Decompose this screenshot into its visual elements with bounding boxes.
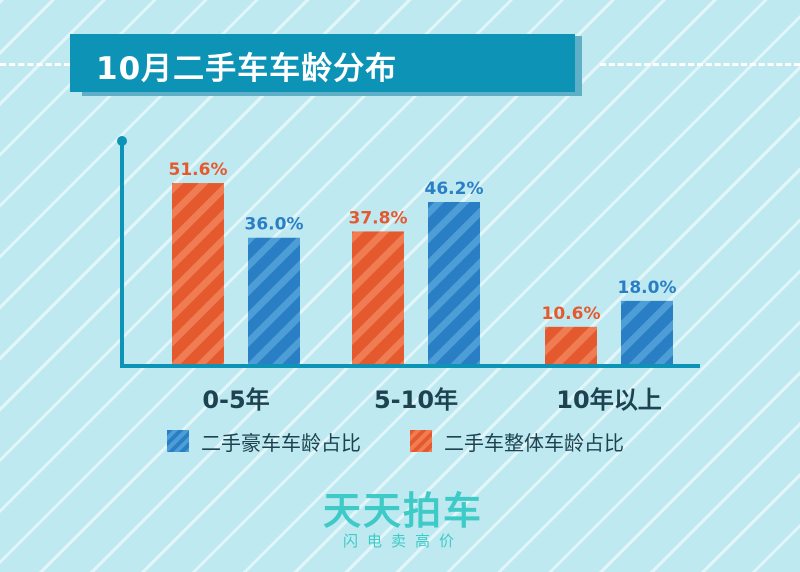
title-bar [70,34,575,92]
chart-title: 10月二手车车龄分布 [96,51,398,87]
x-tick-label-1: 0-5年 [202,386,269,414]
bar-all-1 [172,183,224,364]
data-label-all-2: 37.8% [349,208,408,228]
title-dash-right [600,63,800,66]
legend-item-all: 二手车整体车龄占比 [410,429,624,455]
bar-lux-3 [621,300,673,364]
x-tick-label-3: 10年以上 [556,386,661,414]
data-label-all-1: 51.6% [169,160,228,180]
legend-swatch-all [410,430,432,452]
legend-swatch-lux [167,430,189,452]
brand-slogan: 闪电卖高价 [342,532,463,550]
bar-lux-1 [248,237,300,364]
data-label-lux-2: 46.2% [425,179,484,199]
title-dash-left [0,63,70,66]
x-tick-label-2: 5-10年 [374,386,458,414]
data-label-all-3: 10.6% [542,304,601,324]
brand-logo-name: 天天拍车 [322,489,483,533]
legend-item-lux: 二手豪车车龄占比 [167,429,361,455]
bar-lux-2 [428,201,480,364]
legend-label-lux: 二手豪车车龄占比 [201,430,361,455]
data-label-lux-3: 18.0% [618,278,677,298]
y-axis-cap-dot [117,136,127,146]
legend-label-all: 二手车整体车龄占比 [444,430,624,455]
data-label-lux-1: 36.0% [245,215,304,235]
bar-all-3 [545,326,597,364]
bar-all-2 [352,231,404,364]
